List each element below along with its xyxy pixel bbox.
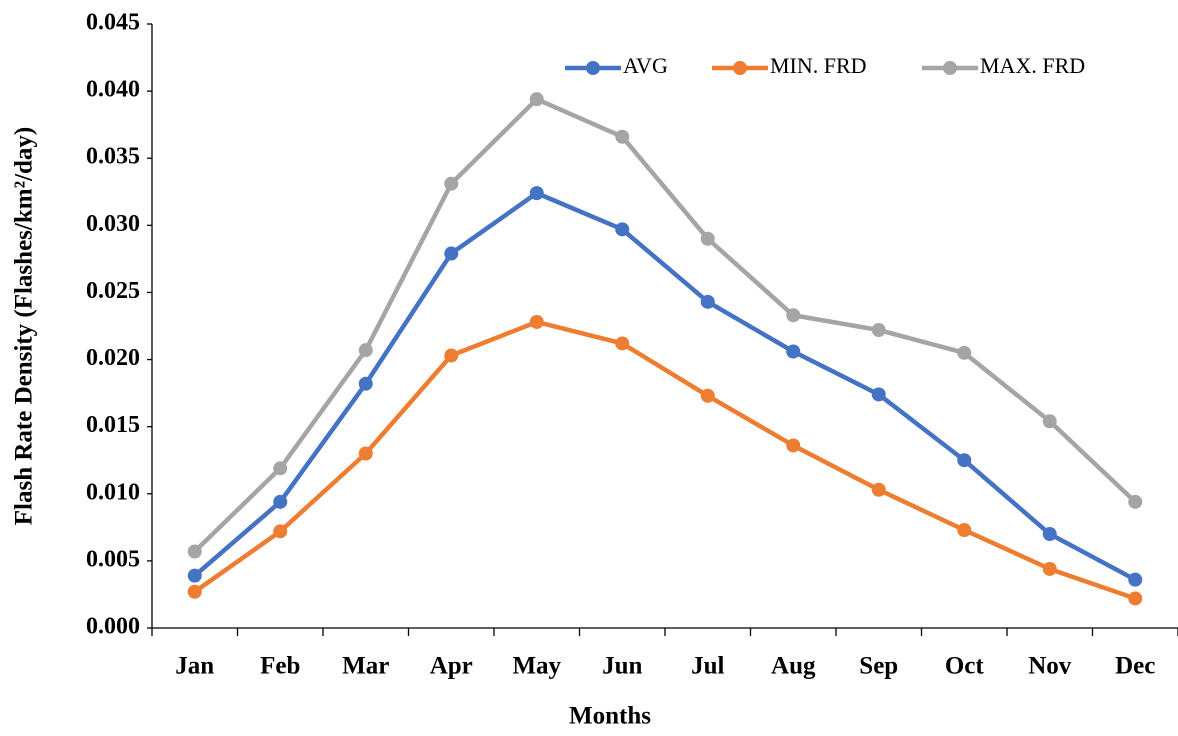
point [1128, 572, 1143, 587]
legend-marker [733, 61, 747, 75]
x-tick-label: May [512, 653, 561, 680]
y-tick-label: 0.010 [86, 479, 140, 505]
point [786, 438, 801, 453]
point [358, 343, 373, 358]
y-tick-label: 0.030 [86, 211, 140, 237]
x-tick-label: Apr [430, 653, 473, 680]
legend-label: AVG [623, 53, 668, 78]
y-tick-label: 0.040 [86, 77, 140, 103]
point [187, 584, 202, 599]
point [187, 568, 202, 583]
point [957, 345, 972, 360]
x-tick-label: Nov [1028, 653, 1072, 680]
point [957, 453, 972, 468]
y-tick-label: 0.015 [86, 412, 140, 438]
point [1042, 527, 1057, 542]
x-tick-label: Aug [771, 653, 816, 680]
x-tick-label: Jul [691, 653, 724, 680]
point [871, 387, 886, 402]
point [615, 129, 630, 144]
point [273, 524, 288, 539]
point [615, 222, 630, 237]
x-tick-label: Jun [602, 653, 642, 680]
y-axis-title: Flash Rate Density (Flashes/km²/day) [11, 127, 38, 525]
legend-label: MIN. FRD [770, 53, 867, 78]
x-tick-label: Feb [260, 653, 300, 680]
point [444, 246, 459, 261]
point [700, 294, 715, 309]
series-line [193, 190, 1137, 582]
series-line [193, 96, 1137, 554]
y-tick-label: 0.005 [86, 546, 140, 572]
series-line [193, 319, 1136, 601]
y-tick-label: 0.035 [86, 144, 140, 170]
point [444, 176, 459, 191]
x-tick-label: Oct [945, 653, 985, 680]
y-tick-label: 0.045 [86, 10, 140, 36]
point [615, 336, 630, 351]
point [273, 494, 288, 509]
x-tick-label: Jan [175, 653, 214, 680]
y-tick-label: 0.020 [86, 345, 140, 371]
legend-marker [943, 61, 957, 75]
point [786, 344, 801, 359]
point [529, 186, 544, 201]
legend-label: MAX. FRD [980, 53, 1085, 78]
x-axis-title: Months [569, 703, 651, 730]
legend-marker [586, 61, 600, 75]
point [187, 544, 202, 559]
y-tick-label: 0.000 [86, 614, 140, 640]
point [358, 446, 373, 461]
point [1128, 591, 1143, 606]
x-tick-label: Mar [342, 653, 389, 680]
point [1128, 494, 1143, 509]
point [871, 323, 886, 338]
point [444, 348, 459, 363]
x-tick-label: Dec [1115, 653, 1155, 680]
point [786, 308, 801, 323]
point [1042, 561, 1057, 576]
point [529, 92, 544, 107]
point [700, 388, 715, 403]
y-tick-label: 0.025 [86, 278, 140, 304]
point [957, 523, 972, 538]
point [358, 376, 373, 391]
x-tick-label: Sep [859, 653, 898, 680]
point [1042, 414, 1057, 429]
point [700, 231, 715, 246]
point [273, 461, 288, 476]
point [871, 482, 886, 497]
point [529, 314, 544, 329]
